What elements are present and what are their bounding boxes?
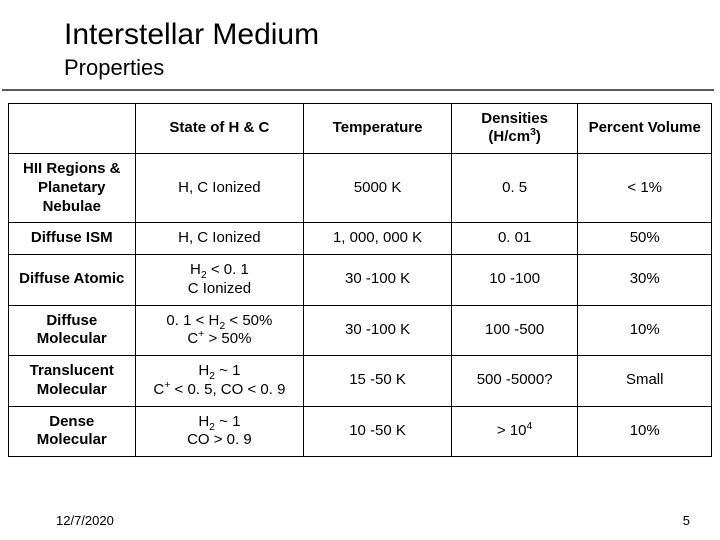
row-label: TranslucentMolecular — [9, 356, 136, 407]
col-header-state: State of H & C — [135, 103, 304, 154]
cell-percent-volume: Small — [578, 356, 712, 407]
cell-densities: > 104 — [451, 406, 578, 457]
col-header-densities: Densities (H/cm3) — [451, 103, 578, 154]
row-label: Diffuse ISM — [9, 223, 136, 255]
footer-date: 12/7/2020 — [56, 513, 114, 528]
cell-temperature: 15 -50 K — [304, 356, 452, 407]
table-body: HII Regions &PlanetaryNebulaeH, C Ionize… — [9, 154, 712, 457]
slide: Interstellar Medium Properties State of … — [0, 0, 720, 540]
row-label: DiffuseMolecular — [9, 305, 136, 356]
col-header-temperature: Temperature — [304, 103, 452, 154]
page-title: Interstellar Medium — [64, 18, 720, 53]
cell-densities: 100 -500 — [451, 305, 578, 356]
col-header-densities-text: Densities (H/cm3) — [481, 110, 548, 146]
title-block: Interstellar Medium Properties — [0, 0, 720, 81]
table-row: HII Regions &PlanetaryNebulaeH, C Ionize… — [9, 154, 712, 223]
row-label: DenseMolecular — [9, 406, 136, 457]
cell-percent-volume: 30% — [578, 255, 712, 306]
cell-state: H2 < 0. 1C Ionized — [135, 255, 304, 306]
cell-temperature: 30 -100 K — [304, 305, 452, 356]
cell-densities: 0. 5 — [451, 154, 578, 223]
table-row: TranslucentMolecularH2 ~ 1C+ < 0. 5, CO … — [9, 356, 712, 407]
cell-state: H2 ~ 1C+ < 0. 5, CO < 0. 9 — [135, 356, 304, 407]
table-row: DiffuseMolecular0. 1 < H2 < 50%C+ > 50%3… — [9, 305, 712, 356]
row-label: Diffuse Atomic — [9, 255, 136, 306]
properties-table: State of H & C Temperature Densities (H/… — [8, 103, 712, 458]
col-header-blank — [9, 103, 136, 154]
slide-footer: 12/7/2020 5 — [0, 513, 720, 528]
cell-percent-volume: 10% — [578, 305, 712, 356]
table-row: Diffuse ISMH, C Ionized1, 000, 000 K0. 0… — [9, 223, 712, 255]
row-label: HII Regions &PlanetaryNebulae — [9, 154, 136, 223]
cell-temperature: 1, 000, 000 K — [304, 223, 452, 255]
cell-temperature: 5000 K — [304, 154, 452, 223]
footer-page-number: 5 — [683, 513, 690, 528]
cell-state: 0. 1 < H2 < 50%C+ > 50% — [135, 305, 304, 356]
cell-densities: 500 -5000? — [451, 356, 578, 407]
table-container: State of H & C Temperature Densities (H/… — [8, 103, 712, 458]
cell-percent-volume: 10% — [578, 406, 712, 457]
title-rule — [2, 89, 714, 91]
page-subtitle: Properties — [64, 55, 720, 81]
cell-densities: 10 -100 — [451, 255, 578, 306]
table-header-row: State of H & C Temperature Densities (H/… — [9, 103, 712, 154]
cell-temperature: 30 -100 K — [304, 255, 452, 306]
table-row: Diffuse AtomicH2 < 0. 1C Ionized30 -100 … — [9, 255, 712, 306]
cell-densities: 0. 01 — [451, 223, 578, 255]
cell-percent-volume: < 1% — [578, 154, 712, 223]
cell-percent-volume: 50% — [578, 223, 712, 255]
col-header-percent: Percent Volume — [578, 103, 712, 154]
cell-temperature: 10 -50 K — [304, 406, 452, 457]
cell-state: H, C Ionized — [135, 154, 304, 223]
cell-state: H2 ~ 1CO > 0. 9 — [135, 406, 304, 457]
table-row: DenseMolecularH2 ~ 1CO > 0. 910 -50 K> 1… — [9, 406, 712, 457]
cell-state: H, C Ionized — [135, 223, 304, 255]
